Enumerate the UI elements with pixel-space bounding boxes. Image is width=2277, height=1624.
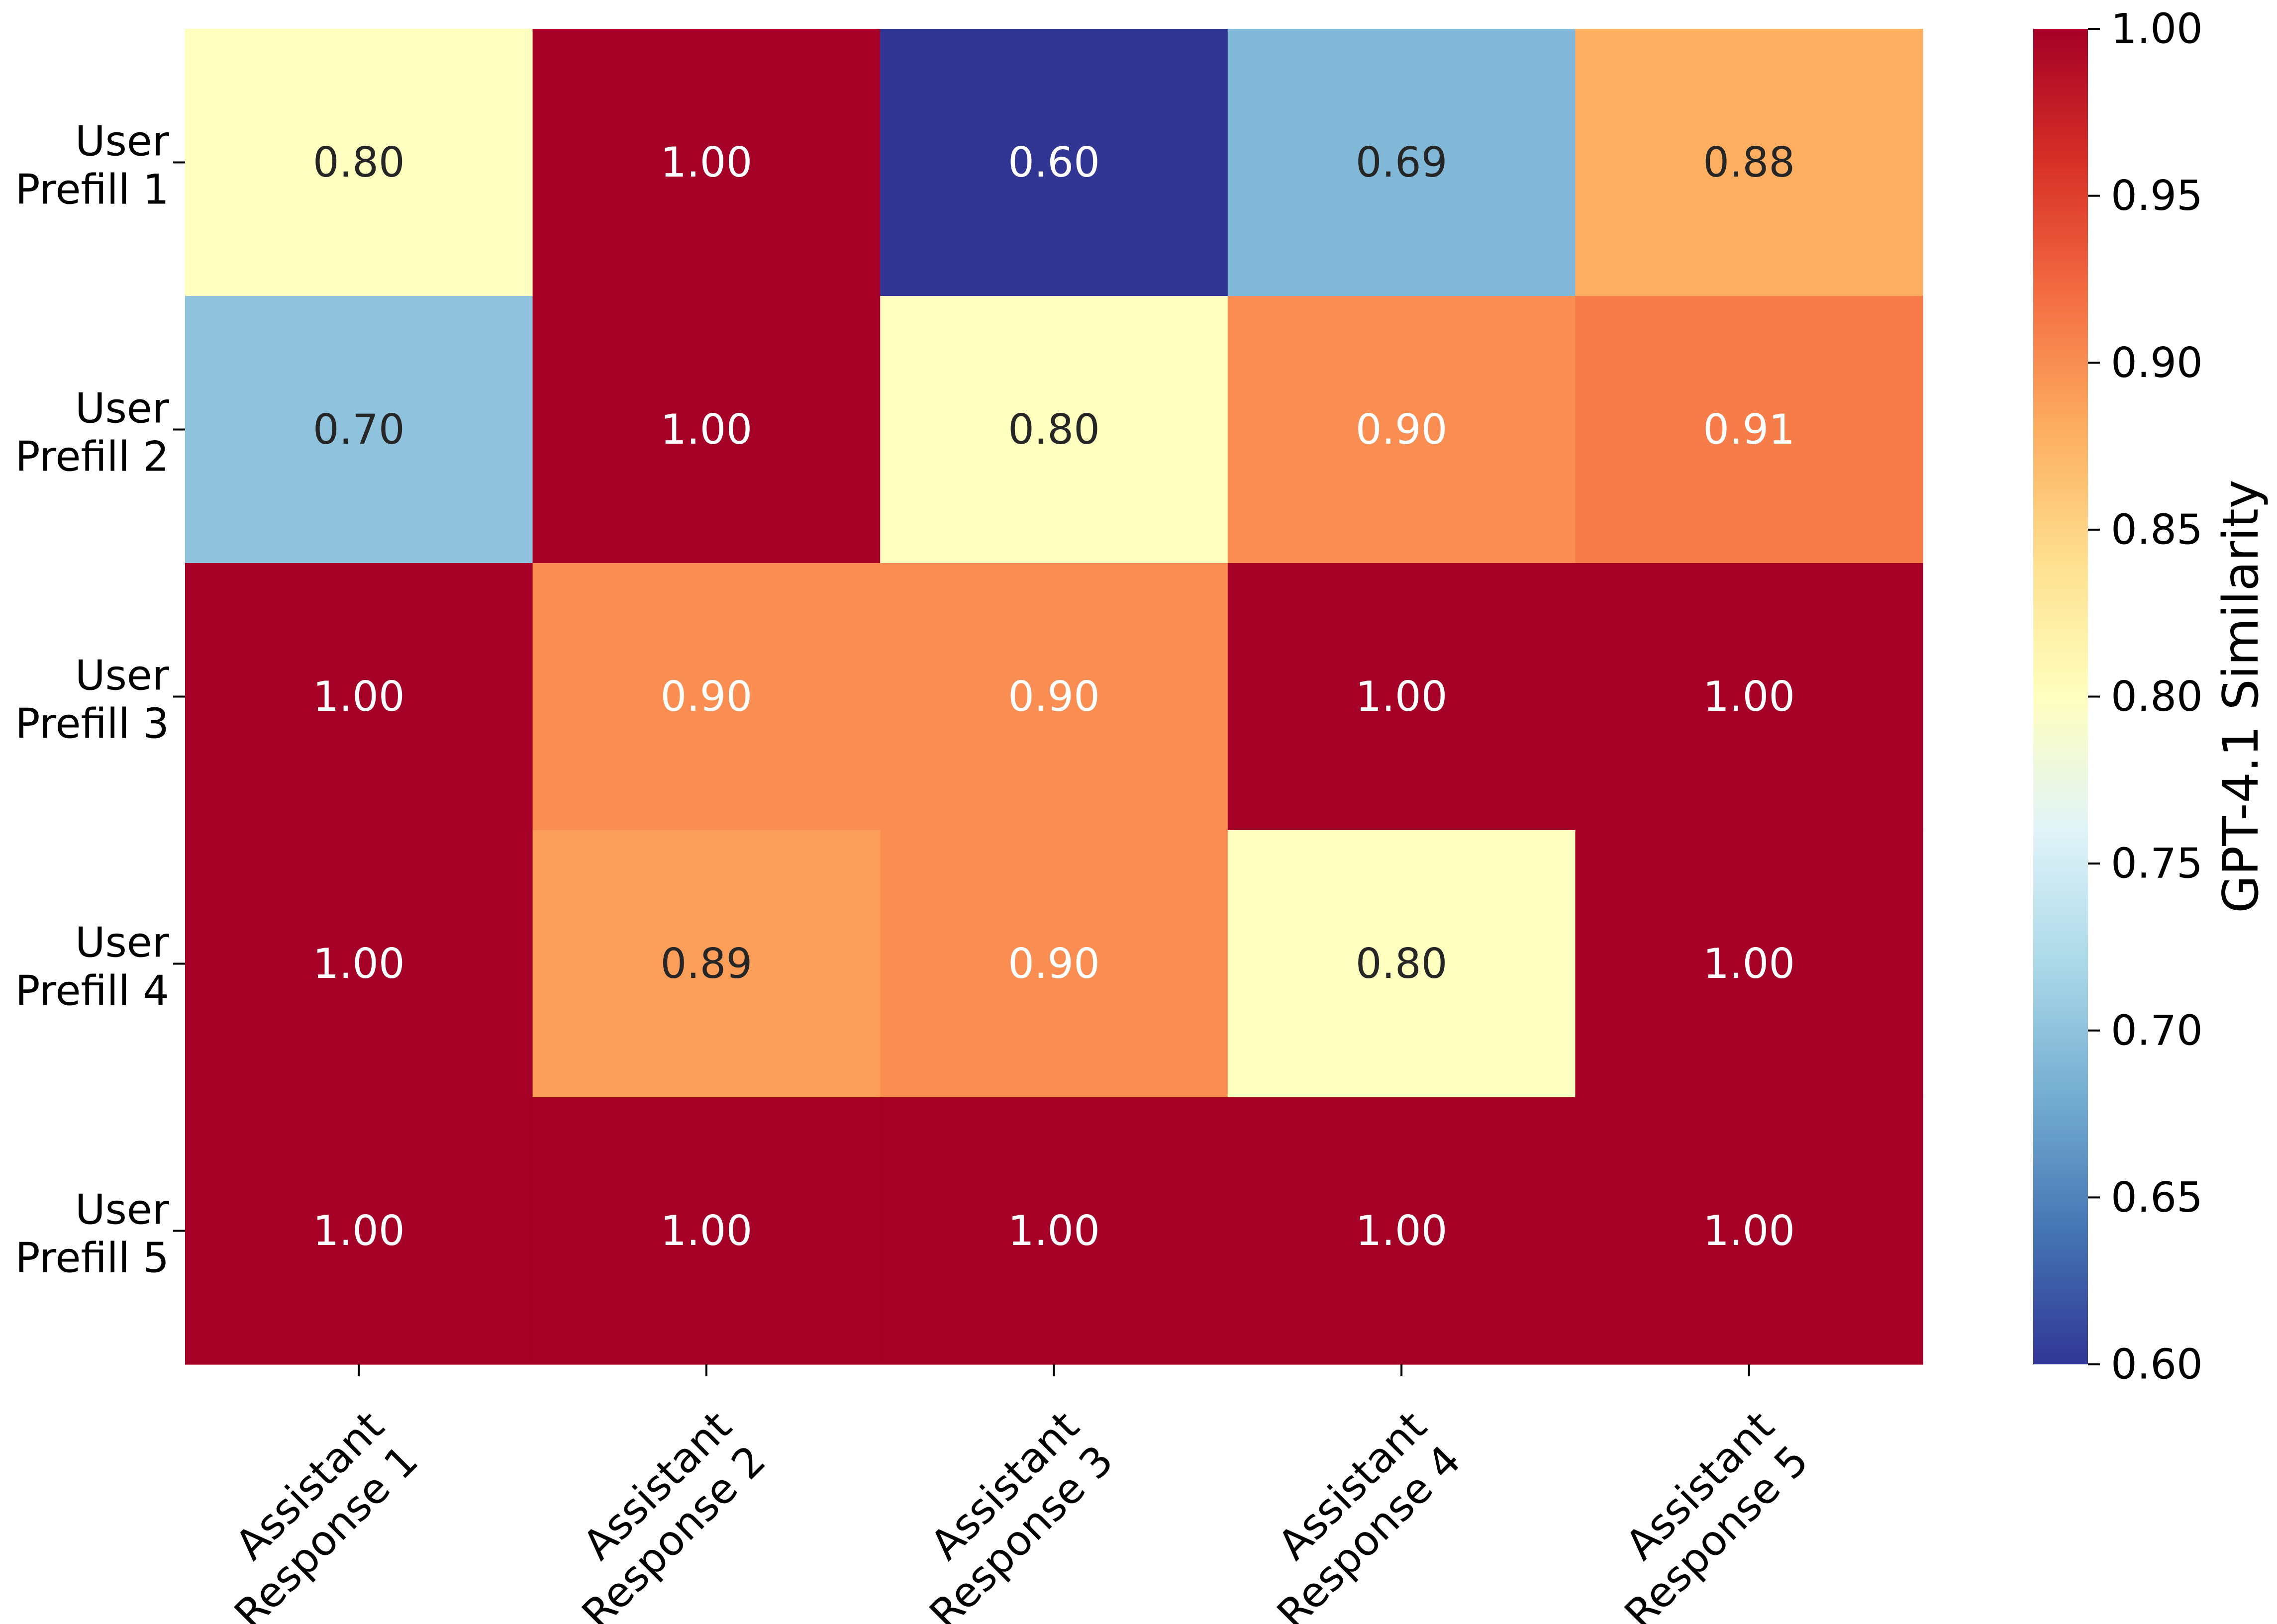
cell-value-label: 1.00 [1356, 672, 1448, 721]
cell-value-label: 0.91 [1703, 405, 1795, 454]
colorbar-label: GPT-4.1 Similarity [2213, 479, 2270, 913]
cell-value-label: 0.80 [313, 138, 405, 187]
colorbar-tick-label: 0.75 [2111, 840, 2203, 888]
colorbar-tick-label: 0.65 [2111, 1173, 2203, 1222]
heatmap-cell [1575, 296, 1923, 564]
heatmap-cell [880, 563, 1228, 831]
cell-value-label: 0.60 [1008, 138, 1100, 187]
heatmap-cell [532, 563, 881, 831]
cell-value-label: 1.00 [660, 1207, 752, 1255]
x-tick-label: AssistantResponse 3 [886, 1402, 1122, 1624]
heatmap-cell [1575, 1097, 1923, 1365]
heatmap-cell [880, 296, 1228, 564]
y-tick-label: User Prefill 4 [15, 919, 169, 1015]
heatmap-cell [532, 830, 881, 1098]
colorbar: 0.60 0.65 0.70 0.75 0.80 0.85 0.90 0.95 1.00 [2033, 5, 2203, 1389]
heatmap-cell [880, 1097, 1228, 1365]
heatmap-cell [1575, 830, 1923, 1098]
colorbar-tick-label: 0.70 [2111, 1006, 2203, 1054]
cell-value-label: 1.00 [1008, 1207, 1100, 1255]
cell-value-label: 0.90 [1008, 672, 1100, 721]
heatmap-cell [880, 830, 1228, 1098]
y-tick-label: User Prefill 3 [15, 652, 169, 748]
x-tick-label: AssistantResponse 4 [1234, 1402, 1470, 1624]
heatmap-cell [532, 29, 881, 296]
heatmap-cell [1227, 563, 1576, 831]
x-tick-label: AssistantResponse 2 [539, 1402, 775, 1624]
cell-value-label: 0.90 [1356, 405, 1448, 454]
colorbar-tick-label: 1.00 [2111, 5, 2203, 53]
y-axis-ticks: User Prefill 1 User Prefill 2 User Prefill 3 U… [15, 117, 185, 1282]
colorbar-tick-label: 0.95 [2111, 172, 2203, 220]
cell-value-label: 1.00 [313, 940, 405, 988]
cell-value-label: 1.00 [313, 1207, 405, 1255]
cell-value-label: 1.00 [1703, 1207, 1795, 1255]
y-tick-label: User Prefill 5 [15, 1186, 169, 1282]
heatmap-cell [185, 296, 533, 564]
colorbar-tick-label: 0.60 [2111, 1340, 2203, 1389]
y-tick-label: User Prefill 2 [15, 384, 169, 481]
cell-value-label: 0.88 [1703, 138, 1795, 187]
cell-value-label: 1.00 [660, 405, 752, 454]
heatmap-cell [185, 563, 533, 831]
colorbar-tick-label: 0.85 [2111, 505, 2203, 554]
cell-annotations: 0.80 1.00 0.60 0.69 0.88 0.70 1.00 0.80 0.90 0.91… [313, 138, 1795, 1255]
colorbar-gradient [2033, 29, 2088, 1364]
colorbar-tick-label: 0.90 [2111, 339, 2203, 387]
heatmap-cell [185, 830, 533, 1098]
heatmap-cell [1227, 1097, 1576, 1365]
heatmap-cell [1575, 563, 1923, 831]
cell-value-label: 1.00 [660, 138, 752, 187]
cell-value-label: 0.90 [660, 672, 752, 721]
cell-value-label: 0.90 [1008, 940, 1100, 988]
heatmap-cell [1575, 29, 1923, 296]
heatmap-cell [880, 29, 1228, 296]
heatmap-cell [1227, 830, 1576, 1098]
colorbar-tick-label: 0.80 [2111, 672, 2203, 721]
cell-value-label: 0.80 [1356, 940, 1448, 988]
heatmap-cell [1227, 29, 1576, 296]
cell-value-label: 0.70 [313, 405, 405, 454]
heatmap-cell [185, 1097, 533, 1365]
cell-value-label: 1.00 [1703, 672, 1795, 721]
heatmap-cell [532, 1097, 881, 1365]
cell-value-label: 0.89 [660, 940, 752, 988]
heatmap-cell [185, 29, 533, 296]
heatmap-cells [185, 29, 1923, 1365]
cell-value-label: 1.00 [1356, 1207, 1448, 1255]
x-tick-label: AssistantResponse 5 [1581, 1402, 1817, 1624]
heatmap-cell [1227, 296, 1576, 564]
cell-value-label: 0.69 [1356, 138, 1448, 187]
x-tick-label: AssistantResponse 1 [191, 1402, 427, 1624]
cell-value-label: 1.00 [313, 672, 405, 721]
y-tick-label: User Prefill 1 [15, 117, 169, 214]
cell-value-label: 1.00 [1703, 940, 1795, 988]
x-axis-ticks: AssistantResponse 1 AssistantResponse 2 As… [191, 1364, 1817, 1624]
heatmap-cell [532, 296, 881, 564]
cell-value-label: 0.80 [1008, 405, 1100, 454]
